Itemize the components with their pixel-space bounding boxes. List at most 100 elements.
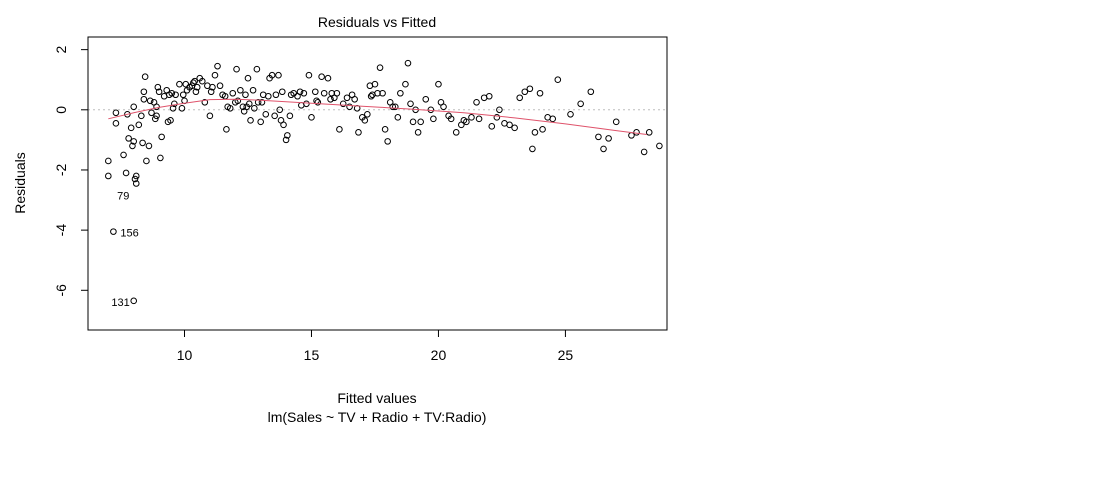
- residual-point: [191, 77, 198, 85]
- residual-point: [314, 98, 322, 106]
- residual-point: [135, 121, 143, 129]
- residual-point: [168, 89, 176, 97]
- residual-point: [404, 59, 412, 67]
- x-tick-label: 10: [177, 347, 193, 363]
- residual-point: [145, 142, 153, 150]
- residual-point: [278, 88, 286, 96]
- residual-point: [374, 89, 381, 97]
- residual-point: [417, 118, 424, 126]
- residual-point: [125, 135, 132, 142]
- residual-point: [249, 86, 257, 94]
- x-axis-subtitle: lm(Sales ~ TV + Radio + TV:Radio): [268, 409, 487, 425]
- residual-point: [124, 111, 131, 118]
- residual-point: [324, 74, 332, 82]
- residual-point: [346, 103, 353, 111]
- residual-point: [262, 111, 270, 118]
- residual-point: [343, 94, 351, 102]
- residual-point: [539, 126, 546, 133]
- residual-point: [148, 109, 155, 117]
- y-tick-label: 2: [53, 46, 69, 54]
- residual-point: [320, 89, 328, 97]
- residual-point: [242, 91, 249, 99]
- residual-point: [192, 88, 200, 96]
- residual-point: [105, 157, 112, 165]
- x-axis: 10 15 20 25: [177, 329, 574, 363]
- residual-point: [140, 95, 148, 103]
- residual-point: [132, 172, 140, 180]
- residual-point: [440, 103, 447, 111]
- residual-point: [190, 79, 197, 87]
- residual-point: [130, 297, 138, 305]
- residual-point: [422, 95, 430, 103]
- residual-point: [656, 142, 663, 150]
- residual-point: [394, 114, 402, 121]
- residual-point: [577, 100, 584, 108]
- residual-point: [333, 89, 341, 97]
- residual-point: [257, 118, 264, 126]
- residual-point: [143, 157, 150, 165]
- residual-point: [258, 98, 266, 106]
- residual-point: [336, 126, 343, 133]
- residual-point: [245, 100, 253, 108]
- residual-point: [282, 136, 290, 144]
- residual-point: [247, 117, 254, 124]
- outlier-labels: 79 156 131: [111, 191, 138, 309]
- residual-point: [272, 91, 280, 99]
- residual-point: [339, 100, 347, 108]
- residual-point: [549, 115, 557, 123]
- residual-point: [473, 98, 480, 106]
- residual-point: [132, 180, 140, 187]
- residual-point: [112, 120, 120, 127]
- residual-point: [409, 118, 417, 126]
- residual-point: [389, 103, 397, 111]
- y-tick-label: -6: [53, 284, 69, 297]
- residual-point: [234, 97, 242, 105]
- residual-point: [131, 175, 139, 183]
- residual-point: [536, 89, 544, 97]
- residual-point: [493, 114, 501, 121]
- residual-point: [379, 89, 386, 97]
- residual-point: [554, 76, 562, 84]
- residual-point: [198, 77, 206, 85]
- x-axis-label: Fitted values: [337, 390, 416, 406]
- residual-points: [105, 59, 663, 305]
- residual-point: [516, 94, 524, 102]
- residual-point: [244, 74, 252, 82]
- residual-point: [381, 126, 389, 133]
- y-tick-label: 0: [53, 106, 69, 114]
- residual-point: [485, 92, 493, 100]
- residual-point: [129, 142, 136, 150]
- residual-point: [153, 112, 160, 120]
- residual-point: [529, 145, 536, 153]
- residual-point: [600, 145, 607, 153]
- residual-point: [587, 88, 595, 96]
- residual-point: [179, 91, 187, 99]
- residual-point: [526, 85, 534, 93]
- residual-point: [139, 139, 146, 147]
- residual-point: [171, 100, 178, 108]
- residual-point: [216, 82, 224, 90]
- residual-point: [414, 129, 422, 136]
- residual-point: [176, 80, 183, 88]
- residual-point: [435, 80, 442, 88]
- residual-point: [511, 124, 518, 132]
- residual-point: [303, 100, 310, 108]
- residual-point: [110, 228, 117, 235]
- smoother-line: [108, 98, 647, 135]
- residual-point: [407, 100, 414, 108]
- residual-point: [605, 135, 612, 142]
- residual-point: [167, 117, 174, 124]
- residual-point: [153, 103, 160, 111]
- residual-point: [120, 151, 127, 159]
- residual-point: [355, 129, 362, 136]
- residual-point: [209, 83, 216, 91]
- residual-point: [506, 121, 513, 129]
- residual-point: [207, 88, 215, 96]
- residual-point: [475, 115, 483, 123]
- residual-point: [112, 109, 120, 117]
- residual-point: [254, 98, 262, 106]
- x-tick-label: 25: [558, 347, 574, 363]
- residual-point: [127, 124, 135, 132]
- residual-point: [141, 73, 149, 81]
- residual-point: [311, 88, 319, 96]
